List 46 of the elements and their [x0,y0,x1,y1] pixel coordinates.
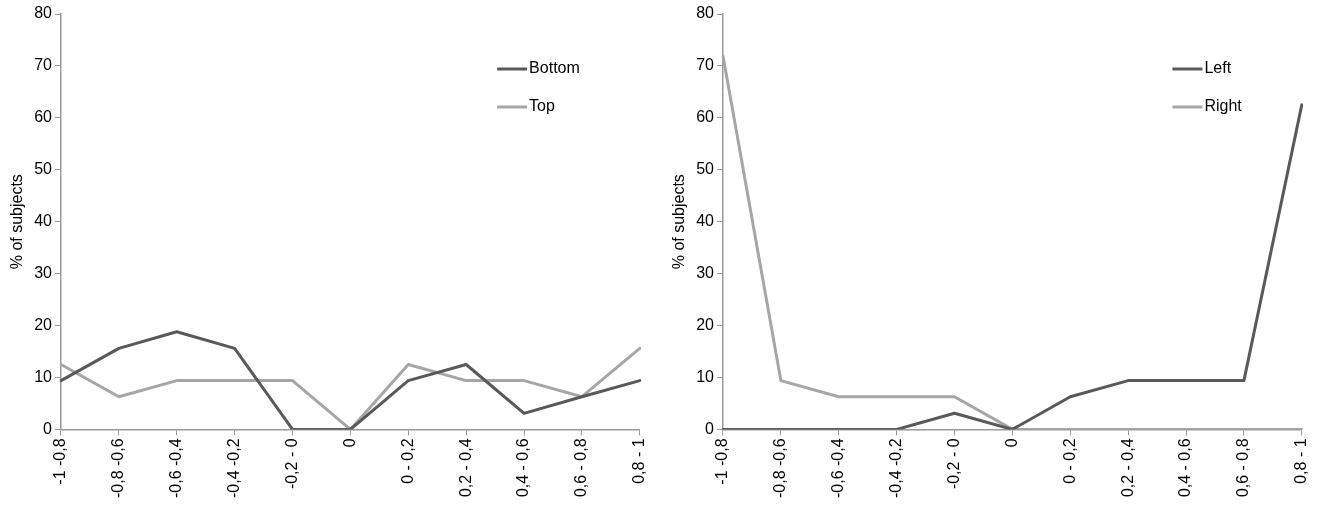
x-tick-label: -1 -0,8 [713,438,731,485]
y-tick-label: 70 [34,56,53,74]
x-tick-label: -0,8 -0,6 [771,438,789,499]
x-tick-label: -0,2 - 0 [282,438,300,490]
x-tick-label: 0 - 0,2 [1060,438,1078,484]
y-tick-label: 10 [696,367,715,385]
x-tick-label: 0,8 - 1 [1292,438,1310,484]
x-tick-label: -0,8 -0,6 [109,438,127,499]
x-tick-label: 0,2 - 0,4 [456,438,474,498]
legend-label: Left [1204,59,1232,77]
x-tick-label: 0 - 0,2 [398,438,416,484]
x-tick-label: 0 [1002,438,1020,448]
x-tick-label: 0,4 - 0,6 [1176,438,1194,498]
x-tick-label: -0,4 -0,2 [225,438,243,499]
legend-label: Right [1204,97,1243,115]
y-tick-label: 50 [34,160,53,178]
y-axis-title: % of subjects [8,174,26,270]
x-tick-label: 0,6 - 0,8 [572,438,590,498]
y-tick-label: 40 [34,212,53,230]
y-tick-label: 80 [34,4,53,22]
y-tick-label: 0 [705,419,715,437]
y-tick-label: 60 [696,108,715,126]
x-tick-label: -1 -0,8 [51,438,69,485]
legend-label: Bottom [529,59,580,77]
y-tick-label: 60 [34,108,53,126]
y-tick-label: 50 [696,160,715,178]
y-tick-label: 80 [696,4,715,22]
y-tick-label: 70 [696,56,715,74]
y-axis-title: % of subjects [670,174,688,270]
legend-label: Top [529,97,556,115]
x-tick-label: -0,2 - 0 [944,438,962,490]
y-tick-label: 30 [34,264,53,282]
x-tick-label: -0,4 -0,2 [887,438,905,499]
x-tick-label: 0,2 - 0,4 [1118,438,1136,498]
y-tick-label: 0 [43,419,53,437]
x-tick-label: 0 [340,438,358,448]
y-tick-label: 30 [696,264,715,282]
y-tick-label: 20 [34,315,53,333]
x-tick-label: 0,8 - 1 [630,438,648,484]
y-tick-label: 10 [34,367,53,385]
y-tick-label: 40 [696,212,715,230]
x-tick-label: -0,6 -0,4 [167,438,185,499]
x-tick-label: 0,6 - 0,8 [1234,438,1252,498]
x-tick-label: -0,6 -0,4 [829,438,847,499]
x-tick-label: 0,4 - 0,6 [514,438,532,498]
y-tick-label: 20 [696,315,715,333]
